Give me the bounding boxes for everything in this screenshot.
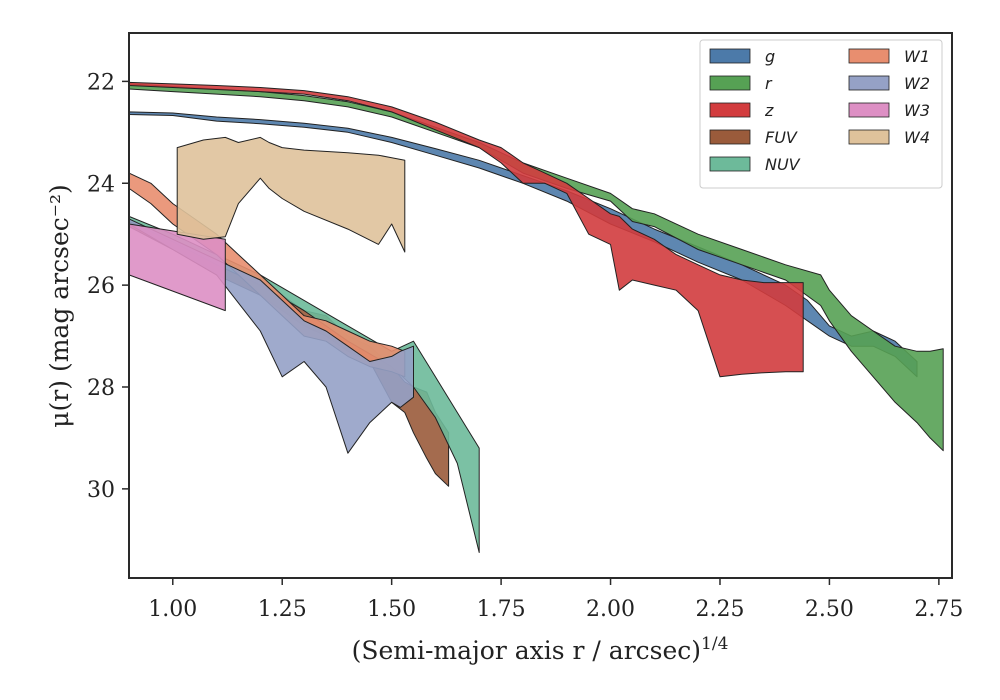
y-tick-label: 30 bbox=[87, 478, 115, 503]
x-tick-label: 1.25 bbox=[258, 597, 307, 622]
x-tick-label: 1.75 bbox=[477, 597, 526, 622]
legend-label-w2: W2 bbox=[904, 74, 930, 93]
legend-swatch-fuv bbox=[709, 129, 751, 145]
y-tick-label: 26 bbox=[87, 274, 115, 299]
legend: grz FUV NUV W1 W2 W3 W4 bbox=[699, 39, 943, 189]
y-tick-label: 28 bbox=[87, 376, 115, 401]
legend-label-w1: W1 bbox=[904, 47, 930, 66]
x-axis-title: (Semi-major axis r / arcsec)1/4 bbox=[352, 634, 729, 665]
legend-label-g: g bbox=[765, 47, 775, 66]
x-tick-label: 1.00 bbox=[148, 597, 197, 622]
legend-swatch-w1 bbox=[848, 48, 890, 64]
legend-swatch-w4 bbox=[848, 129, 890, 145]
x-tick-label: 2.00 bbox=[586, 597, 635, 622]
legend-label-w4: W4 bbox=[904, 128, 930, 147]
y-axis-ticks: 22 24 26 28 30 bbox=[87, 70, 129, 503]
x-axis-title-exponent: 1/4 bbox=[701, 634, 728, 654]
legend-swatch-r bbox=[709, 75, 751, 91]
y-tick-label: 22 bbox=[87, 70, 115, 95]
legend-label-nuv: NUV bbox=[765, 155, 801, 174]
legend-swatch-g bbox=[709, 48, 751, 64]
x-tick-label: 2.50 bbox=[805, 597, 854, 622]
legend-label-z: z bbox=[764, 101, 774, 120]
legend-label-w3: W3 bbox=[904, 101, 930, 120]
legend-swatch-w2 bbox=[848, 75, 890, 91]
plot-frame bbox=[128, 32, 953, 579]
legend-swatch-z bbox=[709, 102, 751, 118]
x-tick-label: 2.75 bbox=[914, 597, 963, 622]
series-band-z bbox=[128, 81, 804, 378]
x-tick-label: 2.25 bbox=[695, 597, 744, 622]
y-axis-title: μ(r) (mag arcsec⁻²) bbox=[45, 184, 74, 427]
legend-label-fuv: FUV bbox=[765, 128, 798, 147]
x-axis-ticks: 1.00 1.25 1.50 1.75 2.00 2.25 2.50 2.75 bbox=[148, 578, 963, 622]
legend-label-r: r bbox=[765, 74, 773, 93]
series-layer bbox=[128, 81, 944, 553]
series-band-w4 bbox=[176, 136, 406, 253]
legend-swatch-w3 bbox=[848, 102, 890, 118]
y-tick-label: 24 bbox=[87, 172, 115, 197]
x-tick-label: 1.50 bbox=[367, 597, 416, 622]
legend-swatch-nuv bbox=[709, 156, 751, 172]
series-band-w2 bbox=[128, 218, 414, 454]
